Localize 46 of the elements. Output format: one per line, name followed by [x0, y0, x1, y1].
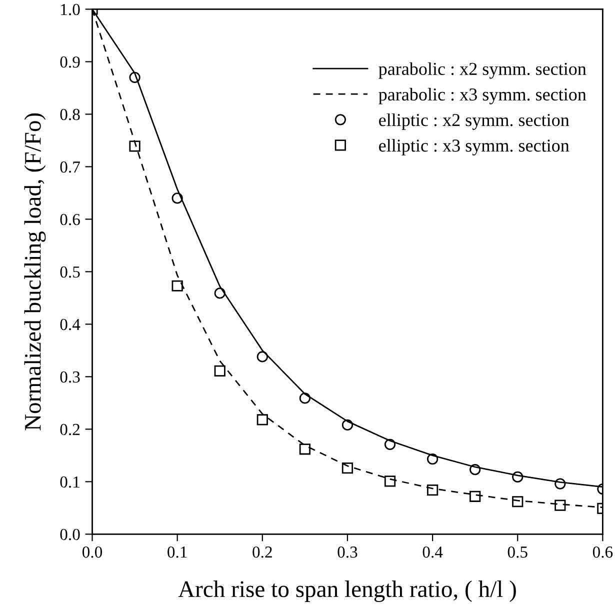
y-tick-label: 0.9 [60, 56, 80, 68]
y-tick-label: 0.5 [60, 266, 80, 278]
x-tick-label: 0.0 [82, 546, 102, 558]
y-tick-label: 1.0 [61, 4, 80, 16]
y-tick-label: 0.3 [60, 371, 80, 383]
point [384, 438, 396, 450]
point [426, 484, 438, 496]
point [512, 471, 524, 483]
x-tick-label: 0.4 [422, 546, 443, 558]
point [470, 464, 481, 476]
x-tick-label: 0.3 [338, 546, 358, 558]
y-tick-label: 0.8 [60, 108, 80, 120]
x-tick-label: 0.2 [252, 546, 272, 558]
point [512, 496, 524, 508]
point [256, 414, 268, 426]
point [214, 288, 226, 299]
point [384, 476, 396, 487]
point [299, 444, 310, 455]
point [426, 454, 438, 465]
point [299, 392, 310, 404]
legend-label: elliptic : x3 symm. section [379, 139, 570, 156]
point [342, 462, 354, 474]
point [256, 351, 268, 362]
y-tick-label: 0.6 [60, 214, 80, 226]
point [214, 365, 226, 376]
y-tick-label: 0.0 [60, 528, 80, 540]
y-axis-title: Normalized buckling load, (F/Fo) [24, 113, 46, 430]
point [470, 490, 481, 502]
point [129, 72, 140, 84]
x-axis-title: Arch rise to span length ratio, ( h/l ) [178, 580, 516, 602]
y-tick-label: 0.7 [60, 161, 80, 173]
y-tick-label: 0.4 [60, 318, 80, 330]
point [554, 478, 566, 490]
x-tick-label: 0.6 [592, 546, 613, 558]
point [342, 419, 354, 431]
point [172, 192, 183, 204]
point [554, 500, 566, 511]
legend-label: parabolic : x2 symm. section [378, 62, 586, 79]
legend-label: parabolic : x3 symm. section [378, 88, 586, 104]
y-tick-label: 0.2 [60, 424, 80, 436]
point [172, 280, 183, 292]
x-tick-label: 0.1 [168, 546, 187, 558]
x-tick-label: 0.5 [508, 546, 528, 558]
y-tick-label: 0.1 [60, 476, 80, 488]
legend-label: elliptic : x2 symm. section [379, 113, 570, 130]
point [129, 140, 140, 152]
